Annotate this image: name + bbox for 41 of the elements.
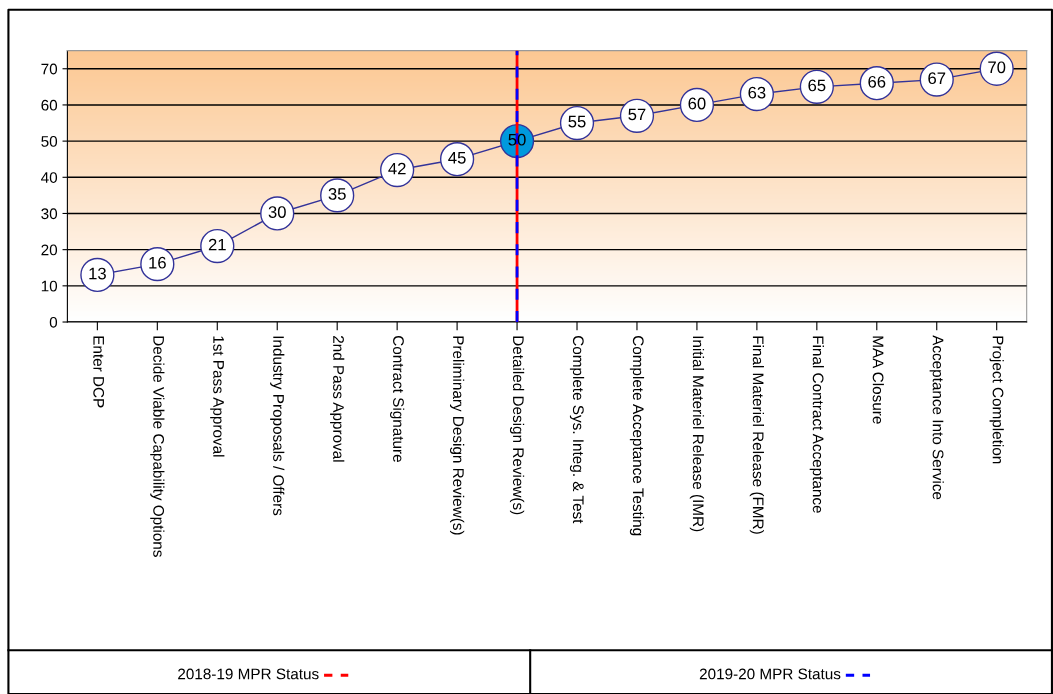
data-label: 30: [268, 206, 286, 218]
x-tick-label: Preliminary Design Review(s): [449, 336, 465, 535]
legend-label: 2019-20 MPR Status: [699, 668, 841, 680]
data-label: 70: [988, 61, 1006, 74]
x-tick-label: Contract Signature: [390, 335, 405, 462]
data-label: 60: [688, 97, 706, 110]
data-label: 57: [628, 108, 646, 121]
data-label: 21: [208, 238, 226, 251]
x-tick-label: Enter DCP: [93, 336, 105, 408]
x-tick-label: Detailed Design Review(s): [509, 336, 525, 515]
y-tick-label: 30: [41, 208, 58, 220]
x-tick-label: Industry Proposals / Offers: [270, 336, 285, 516]
y-tick-label: 20: [41, 244, 58, 256]
x-tick-label: Complete Sys. Integ. & Test: [569, 335, 585, 524]
x-tick-label: Project Completion: [989, 336, 1004, 464]
legend-label: 2018-19 MPR Status: [178, 668, 319, 680]
data-label: 13: [89, 267, 106, 280]
y-tick-label: 70: [41, 63, 58, 75]
x-tick-label: Final Contract Acceptance: [809, 336, 824, 513]
y-tick-label: 60: [41, 99, 58, 111]
x-tick-label: Final Materiel Release (FMR): [749, 336, 764, 534]
x-tick-label: Complete Acceptance Testing: [629, 335, 645, 536]
data-label: 66: [868, 75, 886, 88]
data-label: 35: [328, 188, 346, 200]
x-tick-label: MAA Closure: [872, 336, 884, 424]
y-tick-label: 40: [41, 172, 58, 183]
data-label: 63: [748, 86, 766, 99]
x-tick-label: Decide Viable Capability Options: [150, 336, 165, 557]
x-tick-label: Acceptance Into Service: [929, 335, 944, 500]
y-tick-label: 10: [41, 280, 58, 292]
data-label: 45: [448, 152, 466, 164]
data-label: 65: [808, 79, 826, 92]
y-tick-label: 0: [49, 316, 58, 328]
data-label: 16: [149, 256, 166, 269]
data-label: 42: [388, 162, 406, 175]
data-label: 55: [568, 115, 586, 128]
data-label: 67: [928, 72, 946, 85]
x-tick-label: 1st Pass Approval: [210, 336, 225, 457]
x-tick-label: Initial Materiel Release (IMR): [689, 336, 705, 532]
x-tick-label: 2nd Pass Approval: [330, 335, 345, 462]
y-tick-label: 50: [41, 135, 58, 147]
